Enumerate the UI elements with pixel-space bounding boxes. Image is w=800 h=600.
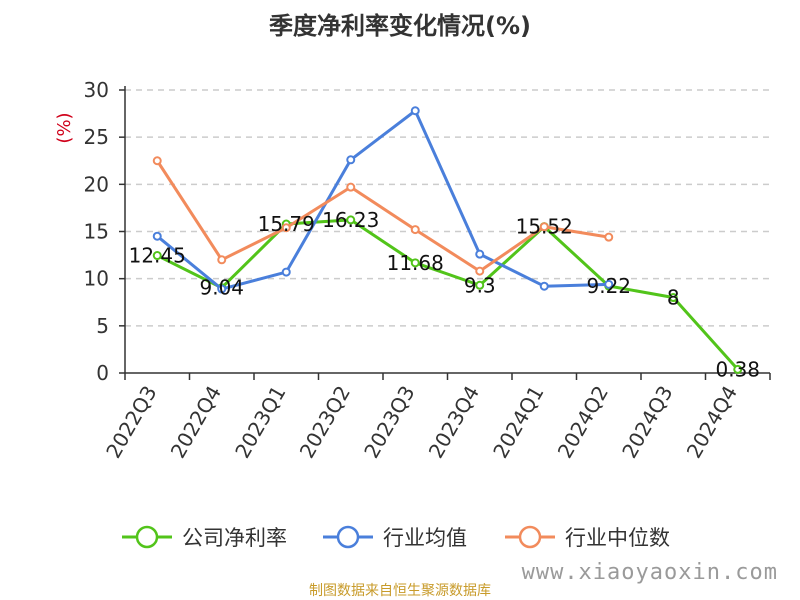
data-label: 12.45 bbox=[129, 244, 186, 268]
data-point bbox=[604, 232, 614, 242]
x-tick-label: 2024Q4 bbox=[682, 382, 742, 463]
data-point bbox=[346, 182, 356, 192]
data-point bbox=[217, 255, 227, 265]
y-tick-label: 5 bbox=[96, 314, 109, 338]
data-label: 9.04 bbox=[199, 276, 244, 300]
data-point bbox=[604, 279, 614, 289]
data-point bbox=[152, 251, 162, 261]
data-point bbox=[539, 222, 549, 232]
y-axis-label: (%) bbox=[54, 112, 75, 143]
x-tick-label: 2024Q1 bbox=[488, 382, 548, 463]
x-tick-label: 2022Q4 bbox=[166, 382, 226, 463]
data-point bbox=[152, 156, 162, 166]
legend-label: 公司净利率 bbox=[182, 526, 287, 550]
data-label: 16.23 bbox=[322, 208, 379, 232]
y-tick-label: 20 bbox=[84, 172, 109, 196]
data-label: 15.52 bbox=[516, 215, 573, 239]
legend-marker bbox=[336, 525, 360, 549]
data-label: 0.38 bbox=[715, 357, 760, 381]
data-point bbox=[475, 280, 485, 290]
data-label: 11.68 bbox=[387, 251, 444, 275]
y-tick-label: 30 bbox=[84, 78, 109, 102]
legend: 公司净利率 行业均值 行业中位数 bbox=[122, 525, 670, 550]
legend-item-2: 行业中位数 bbox=[505, 525, 670, 550]
chart-title: 季度净利率变化情况(%) bbox=[269, 12, 531, 40]
data-point bbox=[410, 258, 420, 268]
x-tick-label: 2023Q2 bbox=[295, 382, 355, 463]
x-tick-label: 2022Q3 bbox=[101, 382, 161, 463]
watermark: www.xiaoyaoxin.com bbox=[521, 560, 778, 585]
data-point bbox=[733, 364, 743, 374]
x-tick-label: 2023Q3 bbox=[359, 382, 419, 463]
legend-item-0: 公司净利率 bbox=[122, 525, 287, 550]
data-label: 15.79 bbox=[258, 212, 315, 236]
x-tick-label: 2023Q4 bbox=[424, 382, 484, 463]
series-lines bbox=[152, 106, 743, 374]
legend-label: 行业中位数 bbox=[565, 526, 670, 550]
x-tick-label: 2024Q3 bbox=[617, 382, 677, 463]
legend-item-1: 行业均值 bbox=[323, 525, 467, 550]
data-point bbox=[475, 266, 485, 276]
data-point bbox=[346, 215, 356, 225]
x-tick-label: 2024Q2 bbox=[553, 382, 613, 463]
data-point bbox=[475, 249, 485, 259]
y-tick-label: 15 bbox=[84, 220, 109, 244]
data-point bbox=[152, 231, 162, 241]
series-line-2 bbox=[155, 159, 609, 273]
y-tick-label: 10 bbox=[84, 267, 109, 291]
y-tick-label: 25 bbox=[84, 125, 109, 149]
data-point bbox=[281, 267, 291, 277]
data-point bbox=[346, 155, 356, 165]
data-label: 9.22 bbox=[586, 274, 631, 298]
y-tick-label: 0 bbox=[96, 361, 109, 385]
legend-marker bbox=[518, 525, 542, 549]
data-point bbox=[410, 225, 420, 235]
data-label: 9.3 bbox=[464, 273, 496, 297]
data-label: 8 bbox=[667, 286, 680, 310]
series-line-1 bbox=[156, 109, 609, 291]
series-line-0 bbox=[156, 218, 739, 371]
data-point bbox=[539, 281, 549, 291]
data-point bbox=[668, 293, 678, 303]
legend-label: 行业均值 bbox=[383, 526, 467, 550]
x-tick-label: 2023Q1 bbox=[230, 382, 290, 463]
data-labels: 12.45 9.04 15.79 16.23 11.68 9.3 15.52 9.22 8 0.3… bbox=[129, 208, 760, 382]
data-point bbox=[410, 106, 420, 116]
legend-marker bbox=[135, 525, 159, 549]
source-note: 制图数据来自恒生聚源数据库 bbox=[309, 583, 491, 599]
data-point bbox=[281, 223, 291, 233]
data-point bbox=[217, 284, 227, 294]
